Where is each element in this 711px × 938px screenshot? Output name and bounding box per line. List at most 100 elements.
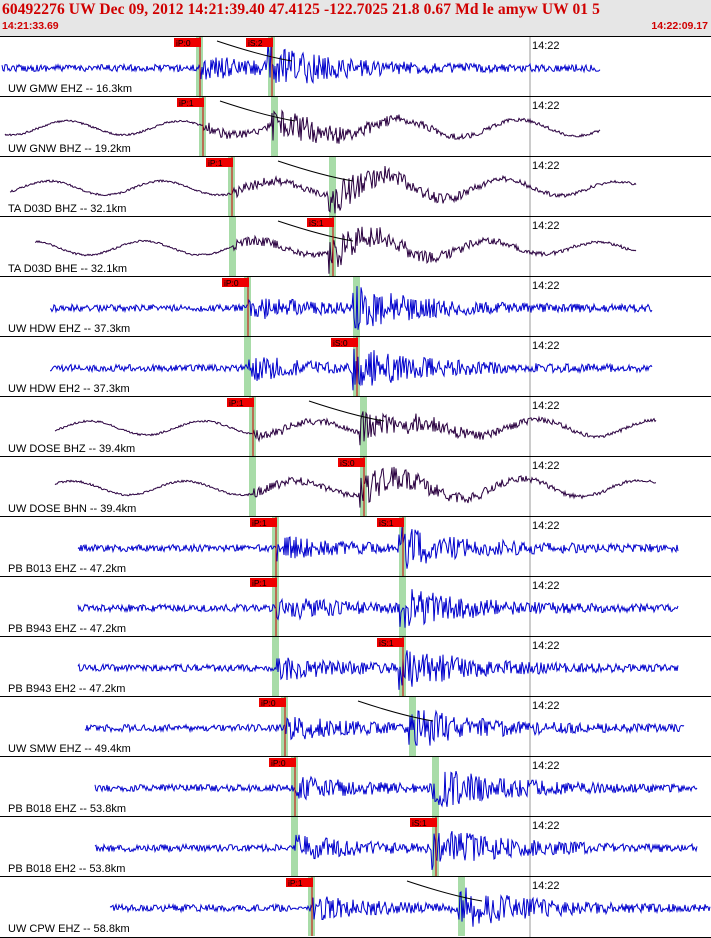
minute-label: 14:22 xyxy=(532,100,560,112)
channel-label: UW GNW BHZ -- 19.2km xyxy=(8,143,131,155)
window-end-time: 14:22:09.17 xyxy=(651,20,708,32)
s-window xyxy=(271,97,278,156)
channel-row[interactable]: iP:0 14:22 UW SMW EHZ -- 49.4km xyxy=(0,696,711,757)
p-pick-label: iP:1 xyxy=(208,158,223,168)
channel-label: PB B018 EH2 -- 53.8km xyxy=(8,863,125,875)
p-pick-box[interactable] xyxy=(286,878,313,887)
seismogram-panel[interactable]: iP:0 iS:2 14:22 UW GMW EHZ -- 16.3km iP:1 14:… xyxy=(0,36,711,938)
p-pick-box[interactable] xyxy=(227,398,254,407)
event-header: 60492276 UW Dec 09, 2012 14:21:39.40 47.… xyxy=(0,0,711,36)
channel-row[interactable]: iS:1 14:22 PB B018 EH2 -- 53.8km xyxy=(0,816,711,877)
p-window xyxy=(249,457,256,516)
p-pick-label: iP:0 xyxy=(176,38,191,48)
minute-label: 14:22 xyxy=(532,700,560,712)
travel-time-curve xyxy=(277,160,354,182)
waveform-trace xyxy=(77,589,679,628)
minute-label: 14:22 xyxy=(532,580,560,592)
channel-label: UW HDW EHZ -- 37.3km xyxy=(8,323,130,335)
p-pick-label: iP:0 xyxy=(271,758,286,768)
p-pick-label: iP:0 xyxy=(224,278,239,288)
p-window xyxy=(244,337,251,396)
channel-label: PB B943 EHZ -- 47.2km xyxy=(8,623,126,635)
s-pick-box[interactable] xyxy=(307,218,334,227)
s-pick-box[interactable] xyxy=(377,518,404,527)
s-pick-label: iS:1 xyxy=(309,218,324,228)
channel-row[interactable]: iP:0 iS:2 14:22 UW GMW EHZ -- 16.3km xyxy=(0,36,711,97)
channel-row[interactable]: iS:1 14:22 PB B943 EH2 -- 47.2km xyxy=(0,636,711,697)
waveform-trace xyxy=(77,527,679,569)
channel-label: UW GMW EHZ -- 16.3km xyxy=(8,83,132,95)
s-pick-box[interactable] xyxy=(331,338,358,347)
minute-label: 14:22 xyxy=(532,160,560,172)
minute-label: 14:22 xyxy=(532,220,560,232)
minute-label: 14:22 xyxy=(532,400,560,412)
s-pick-label: iS:0 xyxy=(340,458,355,468)
waveform-trace xyxy=(50,348,653,391)
p-pick-box[interactable] xyxy=(269,758,296,767)
channel-row[interactable]: iP:1 14:22 TA D03D BHZ -- 32.1km xyxy=(0,156,711,217)
minute-label: 14:22 xyxy=(532,820,560,832)
channel-label: UW CPW EHZ -- 58.8km xyxy=(8,923,130,935)
travel-time-curve xyxy=(406,880,483,902)
p-pick-box[interactable] xyxy=(250,578,277,587)
channel-label: UW HDW EH2 -- 37.3km xyxy=(8,383,130,395)
waveform-trace xyxy=(34,226,637,274)
p-pick-box[interactable] xyxy=(222,278,249,287)
p-pick-label: iP:1 xyxy=(179,98,194,108)
minute-label: 14:22 xyxy=(532,640,560,652)
channel-label: PB B018 EHZ -- 53.8km xyxy=(8,803,126,815)
waveform-trace xyxy=(109,887,711,927)
channel-label: UW SMW EHZ -- 49.4km xyxy=(8,743,131,755)
s-pick-box[interactable] xyxy=(338,458,365,467)
travel-time-curve xyxy=(357,700,434,722)
waveform-trace xyxy=(94,770,698,808)
channel-row[interactable]: iP:1 14:22 PB B943 EHZ -- 47.2km xyxy=(0,576,711,637)
channel-row[interactable]: iS:1 14:22 TA D03D BHE -- 32.1km xyxy=(0,216,711,277)
p-pick-box[interactable] xyxy=(177,98,204,107)
s-pick-label: iS:1 xyxy=(379,638,394,648)
travel-time-curve xyxy=(216,40,293,62)
travel-time-curve xyxy=(308,400,385,422)
s-pick-box[interactable] xyxy=(246,38,273,47)
s-pick-box[interactable] xyxy=(410,818,437,827)
p-pick-label: iP:1 xyxy=(229,398,244,408)
channel-row[interactable]: iP:1 iS:1 14:22 PB B013 EHZ -- 47.2km xyxy=(0,516,711,577)
waveform-trace xyxy=(54,466,657,508)
s-pick-label: iS:1 xyxy=(412,818,427,828)
s-pick-box[interactable] xyxy=(377,638,404,647)
minute-label: 14:22 xyxy=(532,520,560,532)
s-window xyxy=(432,757,439,816)
waveform-trace xyxy=(94,831,698,871)
channel-row[interactable]: iP:1 14:22 UW DOSE BHZ -- 39.4km xyxy=(0,396,711,457)
waveform-trace xyxy=(77,650,679,690)
s-pick-label: iS:2 xyxy=(248,38,263,48)
channel-label: TA D03D BHE -- 32.1km xyxy=(8,263,127,275)
channel-row[interactable]: iP:0 14:22 PB B018 EHZ -- 53.8km xyxy=(0,756,711,817)
channel-row[interactable]: iP:0 14:22 UW HDW EHZ -- 37.3km xyxy=(0,276,711,337)
s-window xyxy=(399,577,406,636)
waveform-trace xyxy=(4,109,601,144)
channel-row[interactable]: iP:1 14:22 UW CPW EHZ -- 58.8km xyxy=(0,876,711,937)
s-pick-label: iS:0 xyxy=(333,338,348,348)
p-pick-label: iP:1 xyxy=(252,518,267,528)
p-pick-label: iP:0 xyxy=(261,698,276,708)
p-pick-box[interactable] xyxy=(250,518,277,527)
p-pick-box[interactable] xyxy=(206,158,233,167)
channel-row[interactable]: iS:0 14:22 UW HDW EH2 -- 37.3km xyxy=(0,336,711,397)
minute-label: 14:22 xyxy=(532,40,560,52)
channel-label: UW DOSE BHN -- 39.4km xyxy=(8,503,136,515)
waveform-trace xyxy=(9,165,637,214)
s-window xyxy=(329,157,336,216)
channel-row[interactable]: iS:0 14:22 UW DOSE BHN -- 39.4km xyxy=(0,456,711,517)
minute-label: 14:22 xyxy=(532,460,560,472)
waveform-trace xyxy=(54,411,657,446)
p-pick-label: iP:1 xyxy=(288,878,303,888)
p-pick-label: iP:1 xyxy=(252,578,267,588)
waveform-trace xyxy=(49,286,653,330)
p-pick-box[interactable] xyxy=(259,698,286,707)
channel-row[interactable]: iP:1 14:22 UW GNW BHZ -- 19.2km xyxy=(0,96,711,157)
waveform-trace xyxy=(1,43,601,84)
channel-label: PB B013 EHZ -- 47.2km xyxy=(8,563,126,575)
p-pick-box[interactable] xyxy=(174,38,201,47)
travel-time-curve xyxy=(219,100,296,122)
